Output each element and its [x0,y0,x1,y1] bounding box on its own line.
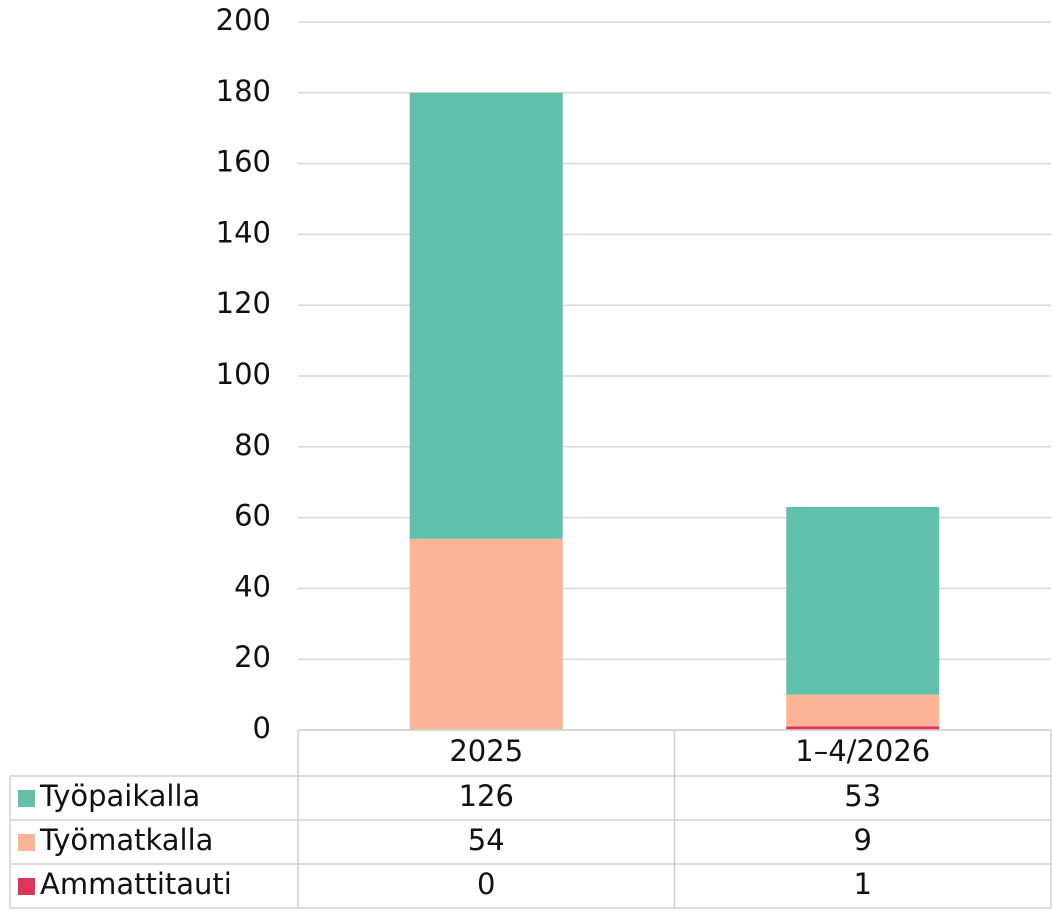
y-tick-label: 20 [234,640,271,674]
bar-segment [786,694,940,727]
y-tick-label: 200 [216,3,271,37]
y-tick-label: 160 [216,145,271,179]
y-tick-label: 180 [216,74,271,108]
legend-label: Ammattitauti [40,867,232,901]
legend-label: Työmatkalla [39,823,213,857]
bar-segment [409,538,563,730]
legend-swatch [18,878,35,895]
y-tick-label: 140 [216,215,271,249]
table-cell: 54 [468,823,505,857]
y-tick-label: 60 [234,499,271,533]
x-tick-label: 2025 [449,734,523,768]
legend-swatch [18,790,35,807]
table-cell: 1 [854,867,872,901]
bar-segment [786,506,940,695]
table-cell: 53 [844,779,881,813]
legend-label: Työpaikalla [39,779,200,813]
table-cell: 9 [854,823,872,857]
y-tick-label: 100 [216,357,271,391]
legend-swatch [18,834,35,851]
y-tick-label: 40 [234,569,271,603]
bar-segment [409,92,563,539]
x-tick-label: 1–4/2026 [795,734,930,768]
table-cell: 0 [477,867,495,901]
y-tick-label: 0 [253,711,271,745]
bar-segment [786,726,940,730]
table-cell: 126 [459,779,514,813]
y-tick-label: 80 [234,428,271,462]
y-tick-label: 120 [216,286,271,320]
